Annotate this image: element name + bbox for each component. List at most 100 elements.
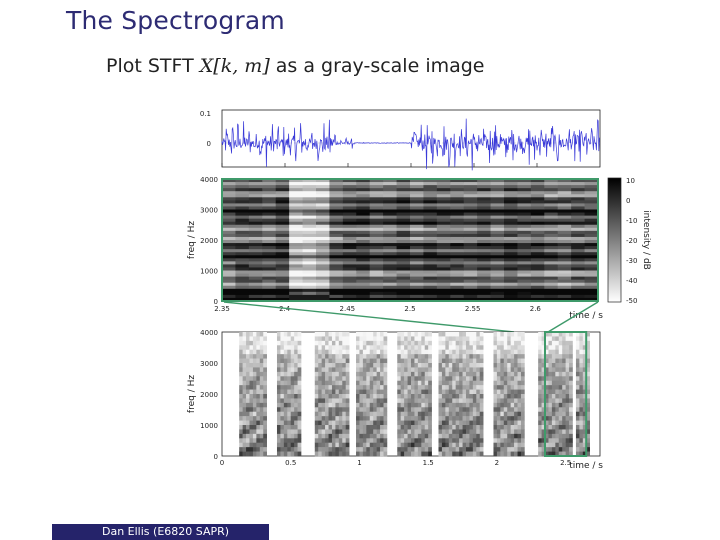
zoom-cell <box>396 179 411 183</box>
zoom-cell <box>571 215 585 220</box>
zoom-cell <box>289 182 303 186</box>
full-cell <box>551 438 556 444</box>
full-cell <box>565 371 570 377</box>
zoom-ytick-0: 4000 <box>200 176 218 184</box>
full-cell <box>558 354 563 359</box>
full-cell <box>462 380 467 386</box>
full-cell <box>249 394 254 399</box>
full-cell <box>558 385 563 390</box>
full-cell <box>517 433 522 439</box>
full-cell <box>417 336 422 342</box>
zoom-cell <box>450 261 465 265</box>
full-cell <box>493 340 498 346</box>
zoom-cell <box>544 279 559 284</box>
full-cell <box>407 336 412 342</box>
full-cell <box>452 451 456 457</box>
full-cell <box>565 367 570 373</box>
full-cell <box>342 416 347 421</box>
zoom-cell <box>557 240 572 244</box>
zoom-cell <box>329 243 344 247</box>
full-cell <box>407 425 412 430</box>
zoom-cell <box>530 297 545 302</box>
full-cell <box>290 340 295 346</box>
full-cell <box>455 349 460 355</box>
full-cell <box>256 332 261 337</box>
full-cell <box>514 394 518 399</box>
full-cell <box>331 425 336 430</box>
full-cell <box>383 451 388 457</box>
full-cell <box>294 425 298 430</box>
full-cell <box>259 340 264 346</box>
full-cell <box>582 411 587 417</box>
full-cell <box>520 429 525 435</box>
full-cell <box>575 367 580 373</box>
full-cell <box>246 416 250 421</box>
full-cell <box>328 407 333 413</box>
zoom-cell <box>275 285 290 290</box>
full-cell <box>411 407 415 413</box>
full-cell <box>569 345 573 351</box>
zoom-cell <box>544 191 559 195</box>
zoom-cell <box>316 182 330 186</box>
full-cell <box>496 425 501 430</box>
full-cell <box>280 354 285 359</box>
full-cell <box>520 394 525 399</box>
zoom-cell <box>544 221 559 226</box>
full-cell <box>448 411 453 417</box>
full-cell <box>252 420 257 426</box>
zoom-cell <box>289 179 303 183</box>
full-cell <box>380 425 384 430</box>
zoom-cell <box>248 291 263 296</box>
full-cell <box>287 447 292 452</box>
full-cell <box>500 402 505 408</box>
full-cell <box>280 358 285 364</box>
full-cell <box>452 385 456 390</box>
full-cell <box>562 402 566 408</box>
zoom-cell <box>463 279 478 284</box>
full-cell <box>369 380 374 386</box>
full-cell <box>338 433 343 439</box>
full-cell <box>338 429 343 435</box>
full-cell <box>545 429 549 435</box>
full-cell <box>366 345 371 351</box>
zoom-cell <box>544 282 559 287</box>
full-cell <box>462 376 467 382</box>
full-cell <box>290 332 295 337</box>
full-cell <box>318 416 322 421</box>
full-cell <box>345 367 350 373</box>
full-cell <box>259 358 264 364</box>
full-cell <box>314 345 319 351</box>
full-cell <box>359 354 364 359</box>
full-cell <box>404 376 408 382</box>
full-cell <box>380 376 384 382</box>
zoom-cell <box>557 261 572 265</box>
full-cell <box>321 349 326 355</box>
full-cell <box>510 367 515 373</box>
full-cell <box>545 394 549 399</box>
full-cell <box>469 411 474 417</box>
full-cell <box>500 358 505 364</box>
full-cell <box>249 358 254 364</box>
full-cell <box>362 354 367 359</box>
zoom-cell <box>302 264 317 268</box>
zoom-cell <box>477 200 491 204</box>
full-cell <box>280 332 285 337</box>
full-cell <box>462 371 467 377</box>
full-cell <box>369 425 374 430</box>
zoom-cell <box>410 255 424 259</box>
full-cell <box>287 425 292 430</box>
full-cell <box>383 407 388 413</box>
full-cell <box>514 367 518 373</box>
zoom-cell <box>262 264 277 268</box>
zoom-cell <box>248 258 263 262</box>
full-cell <box>338 376 343 382</box>
zoom-cell <box>423 261 438 265</box>
full-cell <box>465 402 470 408</box>
full-cell <box>421 363 426 368</box>
full-cell <box>294 349 298 355</box>
zoom-y-axis-label: freq / Hz <box>187 221 197 259</box>
zoom-cell <box>222 233 236 238</box>
zoom-cell <box>316 273 330 277</box>
full-cell <box>462 438 467 444</box>
